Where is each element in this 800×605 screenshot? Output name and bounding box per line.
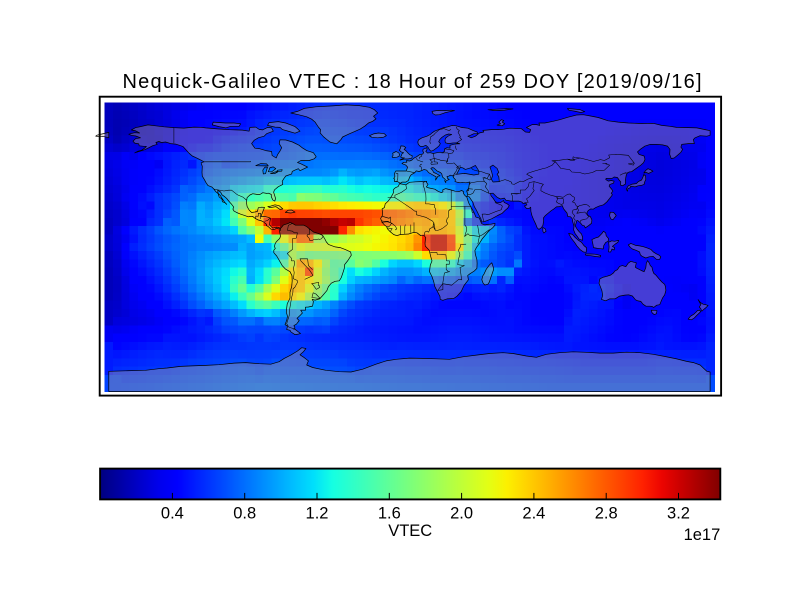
svg-text:2.0: 2.0 (450, 505, 473, 523)
svg-text:Nequick-Galileo VTEC : 18 Hour: Nequick-Galileo VTEC : 18 Hour of 259 DO… (123, 71, 702, 93)
svg-text:1.2: 1.2 (306, 505, 329, 523)
svg-text:3.2: 3.2 (667, 505, 690, 523)
svg-text:2.8: 2.8 (595, 505, 618, 523)
svg-text:1e17: 1e17 (684, 526, 721, 544)
svg-text:1.6: 1.6 (378, 505, 401, 523)
svg-text:2.4: 2.4 (522, 505, 545, 523)
svg-text:0.4: 0.4 (161, 505, 184, 523)
svg-text:0.8: 0.8 (233, 505, 256, 523)
svg-text:VTEC: VTEC (388, 522, 432, 540)
